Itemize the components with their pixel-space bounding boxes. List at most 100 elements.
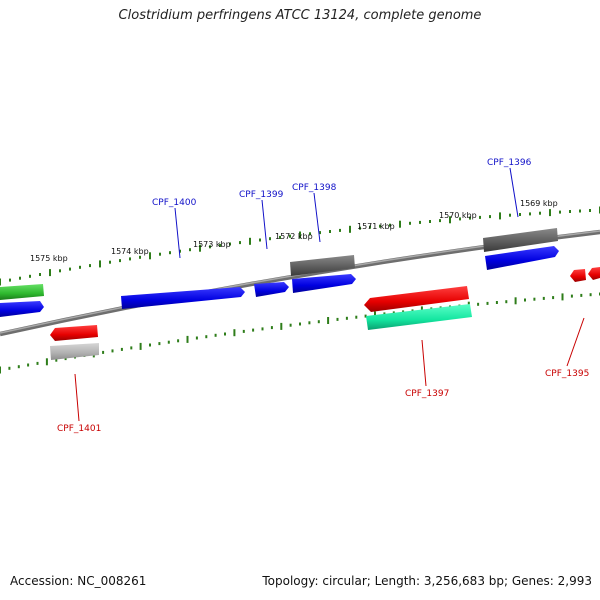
outer-scale-minor-tick [579,209,581,213]
inner-scale-minor-tick [580,293,583,297]
inner-scale-minor-tick [111,349,114,353]
outer-scale-minor-tick [169,251,171,255]
leader-cpf-1399 [261,199,268,250]
inner-scale-minor-tick [289,323,292,327]
inner-scale-major-tick [280,322,283,330]
outer-scale-minor-tick [369,225,371,229]
gene-cpf-1401-partner[interactable] [50,343,99,360]
outer-scale-minor-tick [9,278,11,282]
map-title: Clostridium perfringens ATCC 13124, comp… [118,8,482,23]
outer-scale-ticks [0,206,600,286]
outer-scale-minor-tick [409,221,411,225]
outer-scale-minor-tick [189,248,191,252]
gene-left-green[interactable] [0,284,44,300]
label-cpf-1395[interactable]: CPF_1395 [545,369,589,379]
outer-scale-minor-tick [279,235,281,239]
outer-scale-minor-tick [479,215,481,219]
label-leaders [74,167,585,422]
inner-scale-minor-tick [270,326,273,330]
inner-scale-minor-tick [224,332,226,336]
gene-cpf-1401[interactable] [50,325,98,341]
outer-scale-minor-tick [569,210,571,213]
outer-scale-minor-tick [309,232,311,236]
gene-right-edge[interactable] [588,267,600,280]
outer-scale-major-tick [49,269,51,277]
inner-scale-minor-tick [149,343,151,347]
gene-cpf-1396-partner[interactable] [483,228,558,252]
outer-scale-minor-tick [469,216,471,220]
inner-scale-minor-tick [177,339,180,343]
outer-scale-major-tick [0,278,1,286]
scale-label-1574: 1574 kbp [111,247,149,256]
label-cpf-1396[interactable]: CPF_1396 [487,158,532,168]
scale-label-1570: 1570 kbp [439,211,477,220]
outer-scale-major-tick [499,212,501,220]
gene-cpf-1398-partner[interactable] [290,255,355,276]
inner-scale-minor-tick [355,315,358,319]
inner-scale-minor-tick [505,300,508,304]
outer-scale-minor-tick [539,211,541,215]
label-cpf-1397[interactable]: CPF_1397 [405,389,449,399]
label-cpf-1399[interactable]: CPF_1399 [239,190,284,200]
inner-scale-minor-tick [8,366,11,370]
inner-scale-minor-tick [195,336,198,340]
inner-scale-minor-tick [120,347,123,351]
inner-scale-minor-tick [242,329,245,333]
inner-scale-minor-tick [495,301,498,304]
inner-scale-major-tick [186,335,189,343]
outer-scale-minor-tick [509,213,511,217]
inner-scale-major-tick [45,358,48,366]
outer-scale-major-tick [349,225,351,233]
outer-scale-minor-tick [379,224,381,228]
outer-scale-minor-tick [359,226,361,230]
outer-scale-minor-tick [489,215,491,219]
scale-label-1572: 1572 kbp [275,232,313,241]
scale-label-1575: 1575 kbp [30,254,68,263]
inner-scale-minor-tick [158,342,161,346]
leader-cpf-1400 [174,207,181,259]
inner-scale-minor-tick [317,320,320,324]
inner-scale-major-tick [514,297,517,305]
outer-scale-minor-tick [59,269,61,273]
outer-scale-minor-tick [239,241,241,245]
gene-cpf-1395[interactable] [570,269,586,282]
inner-scale-minor-tick [589,293,592,297]
accession-text: Accession: NC_008261 [10,574,147,588]
outer-scale-minor-tick [439,219,441,223]
gene-cpf-1398[interactable] [292,274,356,293]
label-cpf-1398[interactable]: CPF_1398 [292,183,337,193]
gene-cpf-1397[interactable] [364,286,469,312]
gene-cpf-1400[interactable] [121,287,245,309]
outer-scale-minor-tick [139,255,141,259]
label-cpf-1401[interactable]: CPF_1401 [57,424,101,434]
outer-scale-minor-tick [559,210,561,214]
outer-scale-minor-tick [119,259,121,263]
inner-scale-minor-tick [214,333,217,337]
inner-scale-major-tick [327,317,330,324]
outer-scale-minor-tick [419,220,421,224]
inner-scale-minor-tick [364,314,367,318]
inner-scale-minor-tick [27,363,30,367]
outer-scale-major-tick [549,209,551,217]
gene-cpf-1397-partner[interactable] [366,304,472,330]
inner-scale-minor-tick [477,302,480,306]
outer-scale-major-tick [199,244,201,252]
outer-scale-minor-tick [129,257,131,261]
outer-scale-minor-tick [459,217,461,221]
gene-cpf-1399[interactable] [254,282,289,297]
genome-stats-text: Topology: circular; Length: 3,256,683 bp… [262,574,592,588]
gene-labels: CPF_1400 CPF_1399 CPF_1398 CPF_1396 CPF_… [57,158,589,434]
outer-scale-minor-tick [289,234,291,238]
inner-scale-minor-tick [308,321,311,325]
label-cpf-1400[interactable]: CPF_1400 [152,198,197,208]
inner-scale-minor-tick [345,316,348,320]
outer-scale-minor-tick [329,230,331,233]
inner-scale-minor-tick [261,327,264,331]
gene-cpf-1396[interactable] [485,246,559,270]
outer-scale-minor-tick [269,237,271,241]
outer-scale-minor-tick [109,260,111,264]
scale-label-1573: 1573 kbp [193,240,231,249]
gene-left-blue[interactable] [0,301,44,317]
inner-scale-major-tick [233,329,236,337]
